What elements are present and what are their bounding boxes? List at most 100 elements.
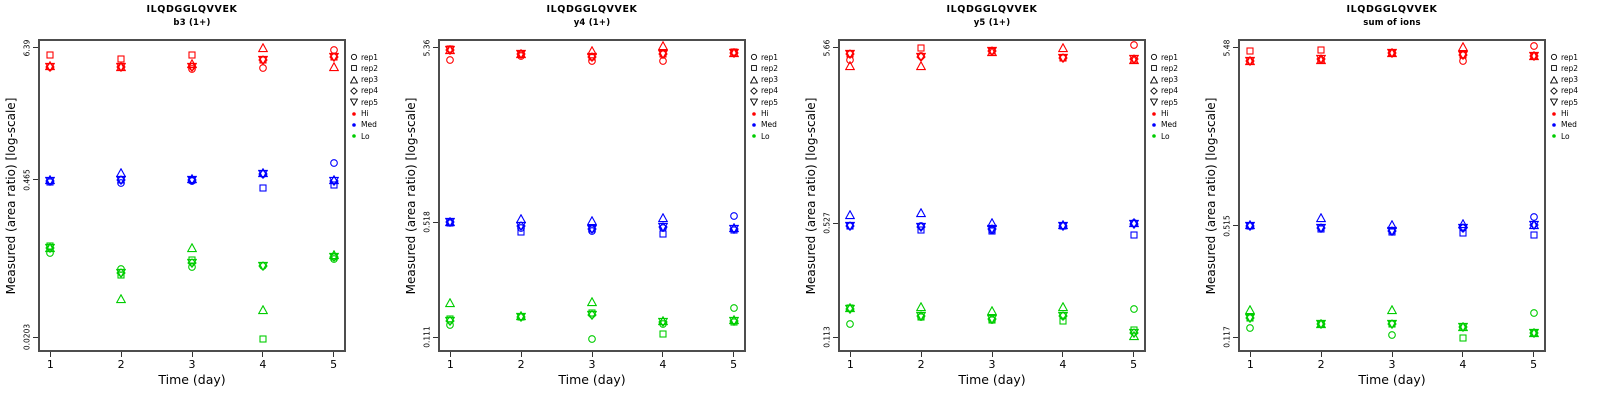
x-tick-label: 4 (259, 358, 267, 371)
legend-item-med: Med (1561, 120, 1577, 130)
x-tick-mark (733, 352, 735, 357)
legend-item-med: Med (361, 120, 377, 130)
legend-hi-dot-icon (752, 111, 756, 116)
plot-subtitle: b3 (1+) (173, 18, 211, 28)
legend-square-icon (1551, 65, 1557, 72)
legend-circle-icon (750, 53, 758, 61)
x-tick-mark (920, 352, 922, 357)
legend-med-dot-icon (1152, 122, 1156, 127)
x-tick-mark (49, 352, 51, 357)
y-tick-mark (33, 47, 38, 49)
x-tick-label: 2 (517, 358, 525, 371)
legend-item-hi: Hi (1561, 109, 1569, 118)
y-tick-mark (433, 336, 438, 338)
x-axis-label: Time (day) (558, 372, 626, 387)
legend-diamond-icon (350, 87, 358, 95)
x-tick-mark (333, 352, 335, 357)
legend-hi-dot-icon (352, 111, 356, 116)
plot-box (438, 39, 746, 352)
y-tick-label: 0.518 (422, 211, 432, 233)
legend-item-rep4: rep4 (1561, 86, 1579, 96)
legend-triangle-down-icon (750, 98, 758, 107)
legend-lo-dot-icon (1152, 134, 1156, 138)
legend-item-hi: Hi (361, 109, 369, 118)
y-axis-label: Measured (area ratio) [log-scale] (404, 97, 418, 294)
legend-square-icon (1151, 65, 1157, 72)
y-tick-label: 0.0203 (22, 323, 32, 351)
legend-med-dot-icon (1552, 122, 1556, 127)
legend-triangle-down-icon (1550, 98, 1558, 107)
plot-box (1238, 39, 1546, 352)
y-tick-mark (833, 336, 838, 338)
x-tick-mark (191, 352, 193, 357)
x-tick-label: 3 (988, 358, 996, 371)
legend-lo-dot-icon (1552, 134, 1556, 138)
y-tick-mark (433, 221, 438, 223)
legend-item-rep3: rep3 (361, 75, 379, 85)
plot-title: ILQDGGLQVVEK (146, 4, 238, 15)
x-tick-label: 3 (1388, 358, 1396, 371)
panel-y5-1: ILQDGGLQVVEK y5 (1+) Measured (area ratio)… (800, 0, 1200, 400)
legend-item-rep4: rep4 (361, 86, 379, 96)
y-tick-mark (33, 179, 38, 180)
x-tick-label: 3 (188, 358, 196, 371)
legend-item-rep3: rep3 (1561, 75, 1579, 85)
x-tick-label: 2 (917, 358, 925, 371)
y-tick-label: 0.113 (822, 326, 832, 348)
legend-triangle-up-icon (1150, 75, 1158, 83)
panel-b3-1: ILQDGGLQVVEK b3 (1+) Measured (area ratio)… (0, 0, 400, 400)
legend-lo-dot-icon (352, 134, 356, 138)
x-tick-mark (120, 352, 122, 357)
legend-triangle-up-icon (350, 75, 358, 83)
legend-square-icon (751, 65, 757, 72)
plot-subtitle: y4 (1+) (573, 18, 611, 28)
legend-med-dot-icon (352, 122, 356, 127)
x-tick-label: 2 (1317, 358, 1325, 371)
legend-item-rep3: rep3 (1161, 75, 1179, 85)
y-tick-mark (833, 47, 838, 49)
x-tick-label: 5 (330, 358, 338, 371)
y-tick-label: 5.66 (822, 39, 832, 57)
legend-triangle-up-icon (1550, 75, 1558, 83)
x-tick-mark (1533, 352, 1535, 357)
plot-box (838, 39, 1146, 352)
x-tick-mark (991, 352, 993, 357)
plot-subtitle: sum of ions (1363, 18, 1421, 28)
x-tick-mark (591, 352, 593, 357)
legend-item-lo: Lo (1161, 131, 1170, 141)
x-tick-label: 4 (1459, 358, 1467, 371)
x-tick-label: 4 (659, 358, 667, 371)
x-tick-mark (1462, 352, 1464, 357)
legend-triangle-up-icon (750, 75, 758, 83)
legend-item-rep5: rep5 (361, 97, 379, 107)
legend-circle-icon (350, 53, 358, 61)
legend-item-rep1: rep1 (761, 52, 779, 62)
legend-hi-dot-icon (1552, 111, 1556, 116)
legend-item-lo: Lo (361, 131, 370, 141)
y-tick-label: 5.36 (422, 39, 432, 57)
x-tick-mark (1133, 352, 1135, 357)
x-tick-label: 3 (588, 358, 596, 371)
x-tick-mark (662, 352, 664, 357)
y-tick-mark (433, 47, 438, 49)
x-tick-label: 5 (1130, 358, 1138, 371)
legend-item-lo: Lo (761, 131, 770, 141)
x-tick-mark (262, 352, 264, 357)
legend-item-rep1: rep1 (1561, 52, 1579, 62)
plot-subtitle: y5 (1+) (973, 18, 1011, 28)
x-tick-label: 1 (1246, 358, 1254, 371)
x-tick-label: 1 (846, 358, 854, 371)
legend-item-rep2: rep2 (361, 63, 379, 73)
y-tick-mark (833, 222, 838, 224)
legend-item-rep1: rep1 (1161, 52, 1179, 62)
x-axis-label: Time (day) (1358, 372, 1426, 387)
y-tick-mark (1233, 336, 1238, 338)
plot-box (38, 39, 346, 352)
x-tick-label: 5 (1530, 358, 1538, 371)
y-tick-mark (1233, 47, 1238, 49)
x-tick-label: 1 (46, 358, 54, 371)
y-axis-label: Measured (area ratio) [log-scale] (804, 97, 818, 294)
x-tick-mark (1062, 352, 1064, 357)
x-tick-mark (520, 352, 522, 357)
